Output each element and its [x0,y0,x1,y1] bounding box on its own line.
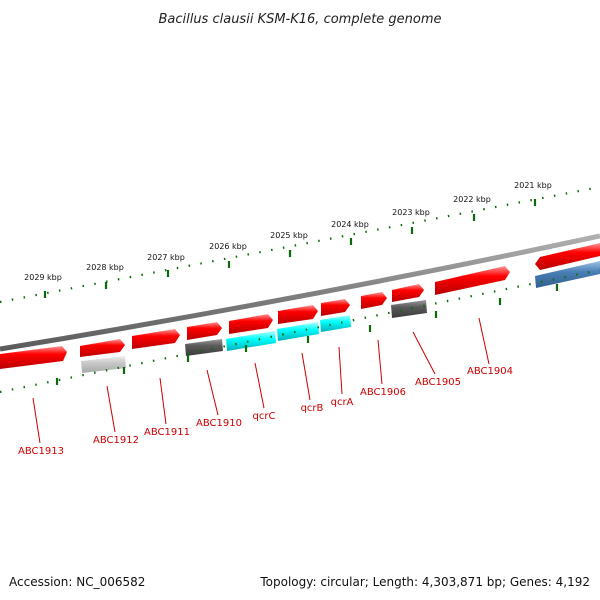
inner-tick-ring [0,268,600,394]
gene-unlabeled-edge-arrow[interactable] [535,243,600,270]
outer-major-ticks [43,199,537,298]
gene-label-ABC1910: ABC1910 [196,418,242,429]
gene-qcrC-fwd-arrow[interactable] [229,314,273,334]
feature-track [81,261,600,373]
tick-label-2024: 2024 kbp [331,220,369,229]
genome-backbone [0,233,600,352]
feature-unlabeled-edge-block[interactable] [535,261,600,288]
outer-tick-ring: 2029 kbp 2028 kbp 2027 kbp 2026 kbp 2025… [0,181,600,304]
gene-label-ABC1913: ABC1913 [18,446,64,457]
tick-label-2027: 2027 kbp [147,253,185,262]
gene-label-ABC1904: ABC1904 [467,366,513,377]
gene-leader-lines [32,317,490,444]
tick-label-2023: 2023 kbp [392,208,430,217]
gene-qcrB-fwd-arrow[interactable] [278,305,318,324]
gene-label-qcrB: qcrB [301,403,324,414]
accession-text: Accession: NC_006582 [9,575,145,589]
feature-qcrB-block[interactable] [277,322,319,341]
tick-label-2029: 2029 kbp [24,273,62,282]
gene-ABC1905-fwd-arrow[interactable] [392,284,424,302]
gene-labels: ABC1913 ABC1912 ABC1911 ABC1910 qcrC qcr… [18,366,513,457]
genome-summary-text: Topology: circular; Length: 4,303,871 bp… [259,575,590,589]
gene-label-ABC1912: ABC1912 [93,435,139,446]
forward-strand-genes [0,243,600,369]
inner-major-ticks [55,284,559,385]
tick-label-2026: 2026 kbp [209,242,247,251]
outer-minor-ticks [0,185,600,304]
tick-label-2025: 2025 kbp [270,231,308,240]
tick-label-2022: 2022 kbp [453,195,491,204]
gene-label-qcrC: qcrC [253,411,276,422]
feature-qcrC-block[interactable] [226,331,276,351]
feature-ABC1910-block[interactable] [185,339,223,356]
feature-ABC1912-block[interactable] [81,356,126,373]
feature-ABC1905-block[interactable] [391,300,427,318]
gene-ABC1911-arrow[interactable] [132,329,180,349]
gene-ABC1910-fwd-arrow[interactable] [187,322,222,340]
gene-label-ABC1905: ABC1905 [415,377,461,388]
tick-label-2021: 2021 kbp [514,181,552,190]
gene-qcrA-fwd-arrow[interactable] [321,299,350,316]
outer-tick-labels: 2029 kbp 2028 kbp 2027 kbp 2026 kbp 2025… [24,181,552,282]
gene-label-ABC1911: ABC1911 [144,427,190,438]
gene-label-qcrA: qcrA [331,397,354,408]
map-title: Bacillus clausii KSM-K16, complete genom… [158,12,441,27]
gene-ABC1906-arrow[interactable] [361,292,387,309]
feature-qcrA-block[interactable] [320,315,351,332]
tick-label-2028: 2028 kbp [86,263,124,272]
gene-ABC1904-arrow[interactable] [435,266,510,295]
gene-ABC1913-arrow[interactable] [0,346,67,369]
gene-label-ABC1906: ABC1906 [360,387,406,398]
gene-ABC1912-fwd-arrow[interactable] [80,339,125,357]
